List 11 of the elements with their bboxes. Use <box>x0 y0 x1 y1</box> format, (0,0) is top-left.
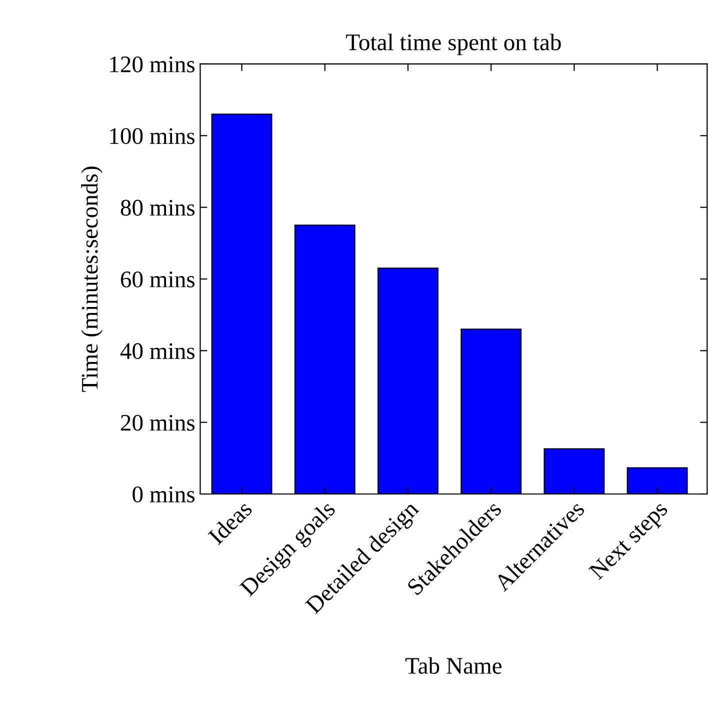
x-tick-label: Next steps <box>588 500 672 584</box>
y-tick-label: 40 mins <box>120 343 195 360</box>
y-tick-label: 80 mins <box>120 200 195 216</box>
y-tick-label: 120 mins <box>110 56 195 72</box>
y-tick-label: 0 mins <box>132 486 195 502</box>
y-axis-title: Time (minutes:seconds) <box>81 166 103 392</box>
y-tick-label: 60 mins <box>120 271 195 288</box>
x-axis-title: Tab Name <box>405 657 502 674</box>
chart-title: Total time spent on tab <box>346 34 561 56</box>
y-tick-label: 100 mins <box>110 128 195 144</box>
y-tick-label: 20 mins <box>120 414 195 431</box>
